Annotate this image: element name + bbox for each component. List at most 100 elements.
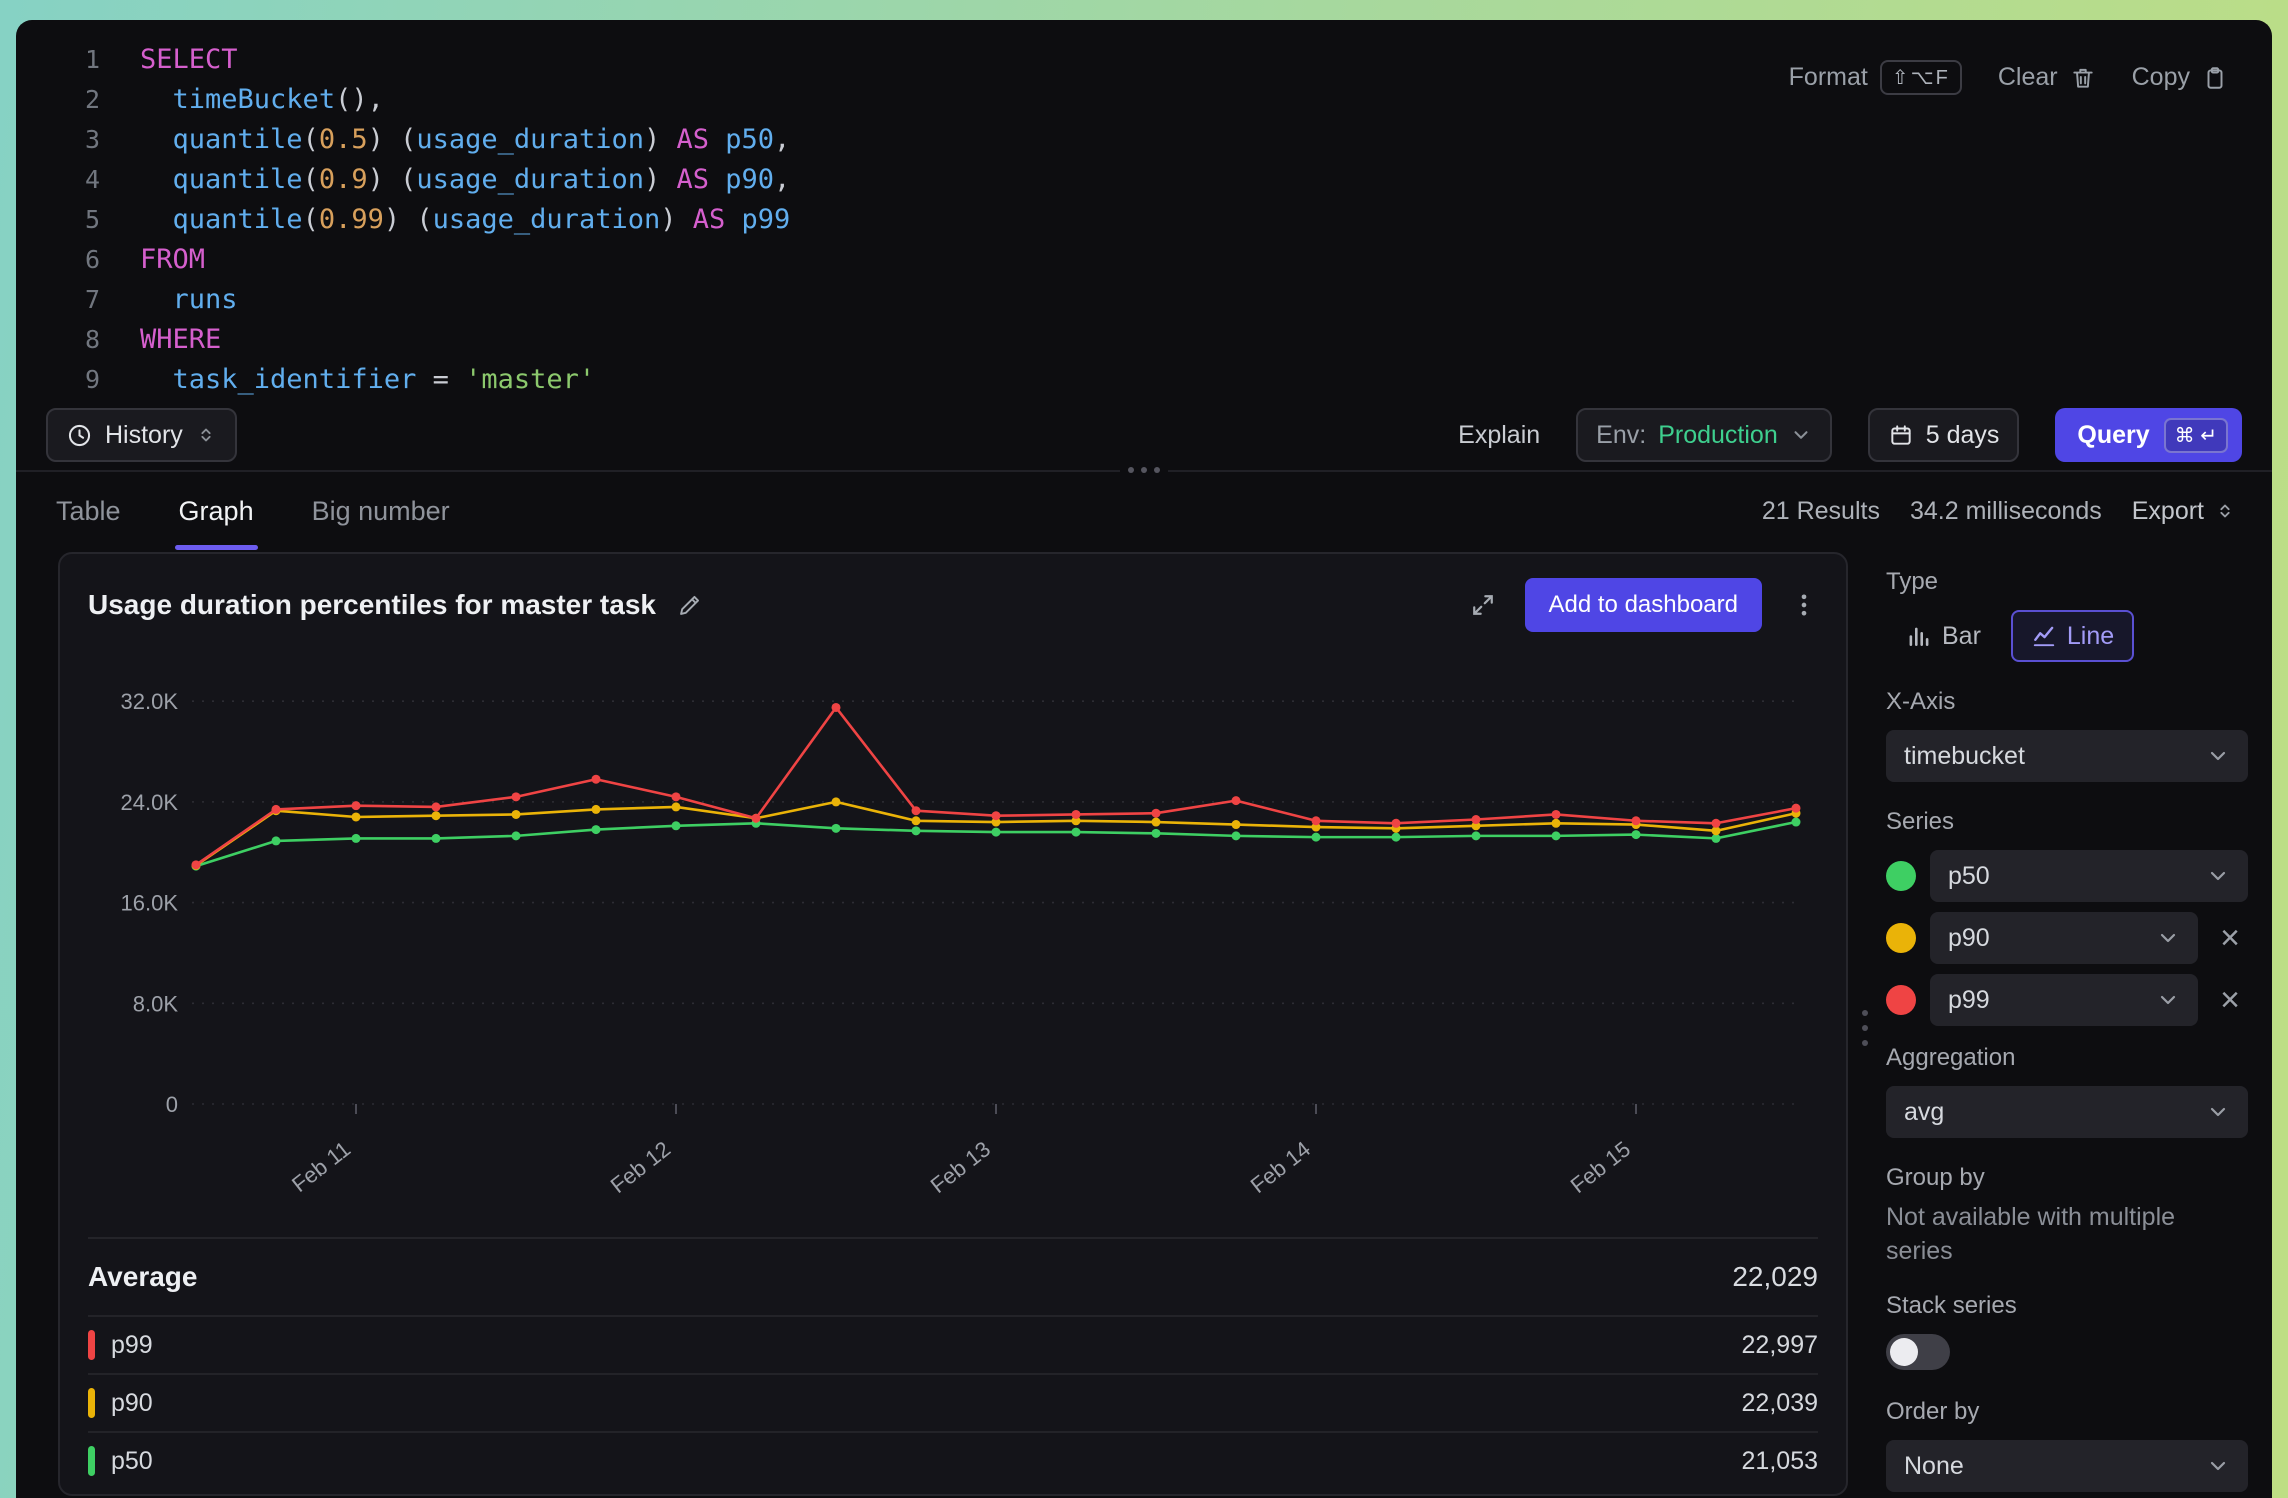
data-point-p50[interactable] [1231, 831, 1241, 841]
data-point-p50[interactable] [1391, 832, 1401, 842]
stack-series-toggle[interactable] [1886, 1334, 1950, 1370]
explain-button[interactable]: Explain [1458, 420, 1541, 449]
data-point-p50[interactable] [831, 823, 841, 833]
editor-resize-divider[interactable] [16, 467, 2272, 473]
add-to-dashboard-button[interactable]: Add to dashboard [1524, 578, 1762, 632]
data-point-p90[interactable] [1071, 816, 1081, 826]
code-editor[interactable]: 1 SELECT 2 timeBucket(), 3 quantile(0.5) (u… [16, 40, 2272, 400]
chart-type-line[interactable]: Line [2010, 610, 2135, 662]
data-point-p50[interactable] [351, 833, 361, 843]
data-point-p90[interactable] [671, 802, 681, 812]
data-point-p99[interactable] [1551, 809, 1561, 819]
data-point-p99[interactable] [591, 774, 601, 784]
data-point-p50[interactable] [511, 831, 521, 841]
data-point-p50[interactable] [671, 821, 681, 831]
legend-row-p50[interactable]: p50 21,053 [88, 1431, 1818, 1489]
chart-menu-button[interactable] [1790, 591, 1818, 619]
data-point-p50[interactable] [1151, 828, 1161, 838]
code-line[interactable]: 4 quantile(0.9) (usage_duration) AS p90, [16, 160, 2272, 200]
env-select[interactable]: Env: Production [1576, 408, 1832, 462]
tab-table[interactable]: Table [52, 472, 125, 550]
data-point-p99[interactable] [511, 792, 521, 802]
data-point-p50[interactable] [911, 826, 921, 836]
data-point-p99[interactable] [1631, 816, 1641, 826]
query-button[interactable]: Query ⌘ ↵ [2055, 408, 2242, 462]
copy-button[interactable]: Copy [2132, 63, 2228, 92]
tab-big-number[interactable]: Big number [308, 472, 454, 550]
data-point-p99[interactable] [671, 792, 681, 802]
series-select-p90[interactable]: p90 [1930, 912, 2198, 964]
order-by-select[interactable]: None [1886, 1440, 2248, 1492]
data-point-p50[interactable] [431, 833, 441, 843]
legend-row-p99[interactable]: p99 22,997 [88, 1315, 1818, 1373]
series-select-p99[interactable]: p99 [1930, 974, 2198, 1026]
data-point-p99[interactable] [1791, 803, 1801, 813]
data-point-p90[interactable] [1311, 822, 1321, 832]
sql-editor[interactable]: 1 SELECT 2 timeBucket(), 3 quantile(0.5) (u… [16, 20, 2272, 400]
code-line[interactable]: 9 task_identifier = 'master' [16, 360, 2272, 400]
data-point-p99[interactable] [751, 813, 761, 823]
data-point-p50[interactable] [271, 836, 281, 846]
data-point-p50[interactable] [1471, 831, 1481, 841]
data-point-p50[interactable] [1631, 830, 1641, 840]
drag-handle-icon[interactable] [1120, 467, 1168, 473]
data-point-p90[interactable] [911, 816, 921, 826]
code-line[interactable]: 3 quantile(0.5) (usage_duration) AS p50, [16, 120, 2272, 160]
data-point-p99[interactable] [1711, 818, 1721, 828]
usage-duration-chart[interactable]: 0 8.0K 16.0K 24.0K 32.0K Feb 11 Feb 12 Feb 13 Fe… [88, 646, 1818, 1226]
data-point-p90[interactable] [1551, 818, 1561, 828]
expand-chart-button[interactable] [1469, 591, 1497, 619]
data-point-p99[interactable] [191, 860, 201, 870]
data-point-p90[interactable] [1711, 826, 1721, 836]
export-button[interactable]: Export [2132, 497, 2236, 526]
code-line[interactable]: 6 FROM [16, 240, 2272, 280]
series-select-p50[interactable]: p50 [1930, 850, 2248, 902]
data-point-p90[interactable] [1231, 820, 1241, 830]
data-point-p50[interactable] [591, 825, 601, 835]
code-line[interactable]: 5 quantile(0.99) (usage_duration) AS p99 [16, 200, 2272, 240]
data-point-p99[interactable] [1071, 809, 1081, 819]
data-point-p99[interactable] [1151, 808, 1161, 818]
code-line[interactable]: 2 timeBucket(), [16, 80, 2272, 120]
data-point-p99[interactable] [1231, 796, 1241, 806]
data-point-p90[interactable] [1151, 817, 1161, 827]
data-point-p50[interactable] [1311, 832, 1321, 842]
aggregation-select[interactable]: avg [1886, 1086, 2248, 1138]
data-point-p99[interactable] [1311, 816, 1321, 826]
data-point-p99[interactable] [911, 806, 921, 816]
legend-row-p90[interactable]: p90 22,039 [88, 1373, 1818, 1431]
code-line[interactable]: 8 WHERE [16, 320, 2272, 360]
remove-series-button[interactable]: × [2212, 983, 2248, 1017]
clear-button[interactable]: Clear [1998, 63, 2096, 92]
tab-graph[interactable]: Graph [174, 472, 258, 550]
data-point-p99[interactable] [1471, 815, 1481, 825]
data-point-p90[interactable] [1471, 821, 1481, 831]
edit-title-button[interactable] [676, 592, 703, 619]
chart-type-bar[interactable]: Bar [1886, 610, 2001, 662]
code-line[interactable]: 7 runs [16, 280, 2272, 320]
date-range-button[interactable]: 5 days [1867, 408, 2020, 462]
data-point-p90[interactable] [431, 811, 441, 821]
xaxis-select[interactable]: timebucket [1886, 730, 2248, 782]
data-point-p99[interactable] [1391, 818, 1401, 828]
data-point-p99[interactable] [831, 702, 841, 712]
data-point-p90[interactable] [351, 812, 361, 822]
data-point-p90[interactable] [511, 809, 521, 819]
data-point-p50[interactable] [991, 827, 1001, 837]
remove-series-button[interactable]: × [2212, 921, 2248, 955]
data-point-p90[interactable] [591, 804, 601, 814]
panel-resize-handle[interactable] [1862, 1010, 1868, 1046]
data-point-p90[interactable] [831, 797, 841, 807]
data-point-p50[interactable] [1551, 831, 1561, 841]
data-point-p50[interactable] [1711, 833, 1721, 843]
data-point-p99[interactable] [431, 802, 441, 812]
data-point-p50[interactable] [1791, 817, 1801, 827]
format-button[interactable]: Format ⇧⌥F [1789, 60, 1962, 95]
history-button[interactable]: History [46, 408, 237, 462]
data-point-p50[interactable] [1071, 827, 1081, 837]
data-point-p99[interactable] [351, 801, 361, 811]
data-point-p99[interactable] [271, 804, 281, 814]
code-line[interactable]: 1 SELECT [16, 40, 2272, 80]
data-point-p99[interactable] [991, 811, 1001, 821]
data-point-p90[interactable] [991, 817, 1001, 827]
